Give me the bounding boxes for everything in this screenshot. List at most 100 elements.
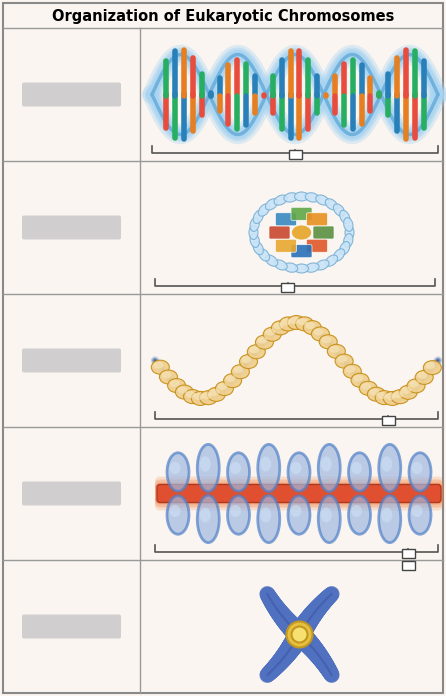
Ellipse shape xyxy=(257,337,268,344)
Ellipse shape xyxy=(334,204,345,216)
FancyBboxPatch shape xyxy=(306,239,327,252)
Ellipse shape xyxy=(294,264,309,273)
Ellipse shape xyxy=(399,386,417,400)
Ellipse shape xyxy=(226,375,235,382)
Ellipse shape xyxy=(247,345,265,358)
FancyBboxPatch shape xyxy=(306,213,327,226)
Ellipse shape xyxy=(385,393,395,400)
Ellipse shape xyxy=(409,381,419,388)
Ellipse shape xyxy=(207,388,225,402)
Ellipse shape xyxy=(240,354,257,369)
Ellipse shape xyxy=(409,453,431,491)
Ellipse shape xyxy=(337,356,347,363)
Ellipse shape xyxy=(348,496,371,535)
FancyBboxPatch shape xyxy=(276,239,297,252)
Ellipse shape xyxy=(335,354,353,368)
Ellipse shape xyxy=(305,193,319,202)
Ellipse shape xyxy=(343,218,353,231)
Ellipse shape xyxy=(381,457,392,471)
Ellipse shape xyxy=(391,390,409,404)
Ellipse shape xyxy=(288,453,310,491)
Ellipse shape xyxy=(200,457,211,471)
Ellipse shape xyxy=(186,391,195,398)
Ellipse shape xyxy=(281,319,291,326)
Ellipse shape xyxy=(319,335,337,349)
Ellipse shape xyxy=(184,390,202,404)
FancyBboxPatch shape xyxy=(276,213,297,226)
Ellipse shape xyxy=(258,444,280,491)
Ellipse shape xyxy=(169,462,181,474)
Bar xyxy=(281,283,294,292)
Ellipse shape xyxy=(200,507,211,523)
Ellipse shape xyxy=(292,225,311,240)
Ellipse shape xyxy=(407,379,425,393)
Ellipse shape xyxy=(168,379,186,393)
Ellipse shape xyxy=(223,374,242,388)
FancyBboxPatch shape xyxy=(155,482,443,505)
FancyBboxPatch shape xyxy=(22,83,121,106)
Ellipse shape xyxy=(383,391,401,406)
Ellipse shape xyxy=(316,260,329,270)
Ellipse shape xyxy=(161,372,171,379)
Ellipse shape xyxy=(327,345,345,358)
Ellipse shape xyxy=(393,391,403,398)
Bar xyxy=(401,548,414,557)
Ellipse shape xyxy=(169,380,180,387)
Ellipse shape xyxy=(197,444,219,491)
Ellipse shape xyxy=(351,505,362,517)
Ellipse shape xyxy=(423,361,442,374)
Ellipse shape xyxy=(274,195,287,205)
Ellipse shape xyxy=(318,444,340,491)
Ellipse shape xyxy=(274,260,287,270)
Bar xyxy=(401,560,414,569)
Ellipse shape xyxy=(160,370,178,384)
FancyBboxPatch shape xyxy=(291,245,312,258)
FancyBboxPatch shape xyxy=(22,349,121,372)
Ellipse shape xyxy=(215,381,233,395)
Ellipse shape xyxy=(289,317,299,324)
Ellipse shape xyxy=(273,322,283,329)
Ellipse shape xyxy=(256,335,273,349)
Ellipse shape xyxy=(265,199,278,210)
Ellipse shape xyxy=(258,204,269,216)
Ellipse shape xyxy=(169,505,181,517)
Ellipse shape xyxy=(250,234,260,247)
Ellipse shape xyxy=(305,263,319,272)
FancyBboxPatch shape xyxy=(22,615,121,638)
Ellipse shape xyxy=(343,364,361,378)
Ellipse shape xyxy=(303,321,321,335)
Ellipse shape xyxy=(167,496,189,535)
Ellipse shape xyxy=(314,329,323,335)
Ellipse shape xyxy=(345,226,354,239)
Ellipse shape xyxy=(361,383,371,390)
Ellipse shape xyxy=(348,453,371,491)
Ellipse shape xyxy=(249,226,258,239)
Ellipse shape xyxy=(329,346,339,353)
Ellipse shape xyxy=(260,507,271,523)
Ellipse shape xyxy=(345,366,355,373)
Ellipse shape xyxy=(325,255,338,267)
FancyBboxPatch shape xyxy=(155,477,443,510)
Ellipse shape xyxy=(191,391,209,406)
Ellipse shape xyxy=(321,336,331,343)
Bar xyxy=(381,416,395,425)
Ellipse shape xyxy=(199,390,218,404)
Ellipse shape xyxy=(230,462,241,474)
Text: Organization of Eukaryotic Chromosomes: Organization of Eukaryotic Chromosomes xyxy=(52,10,394,24)
Ellipse shape xyxy=(253,210,263,223)
Ellipse shape xyxy=(233,366,244,373)
Ellipse shape xyxy=(311,327,330,341)
Ellipse shape xyxy=(318,496,340,543)
Ellipse shape xyxy=(265,255,278,267)
Ellipse shape xyxy=(369,388,380,396)
Ellipse shape xyxy=(343,234,353,247)
Ellipse shape xyxy=(217,383,227,390)
Ellipse shape xyxy=(359,381,377,395)
Ellipse shape xyxy=(295,317,314,331)
Ellipse shape xyxy=(175,385,194,399)
Ellipse shape xyxy=(287,315,306,329)
Ellipse shape xyxy=(321,507,332,523)
Ellipse shape xyxy=(151,361,169,374)
Ellipse shape xyxy=(167,453,189,491)
Ellipse shape xyxy=(209,389,219,396)
